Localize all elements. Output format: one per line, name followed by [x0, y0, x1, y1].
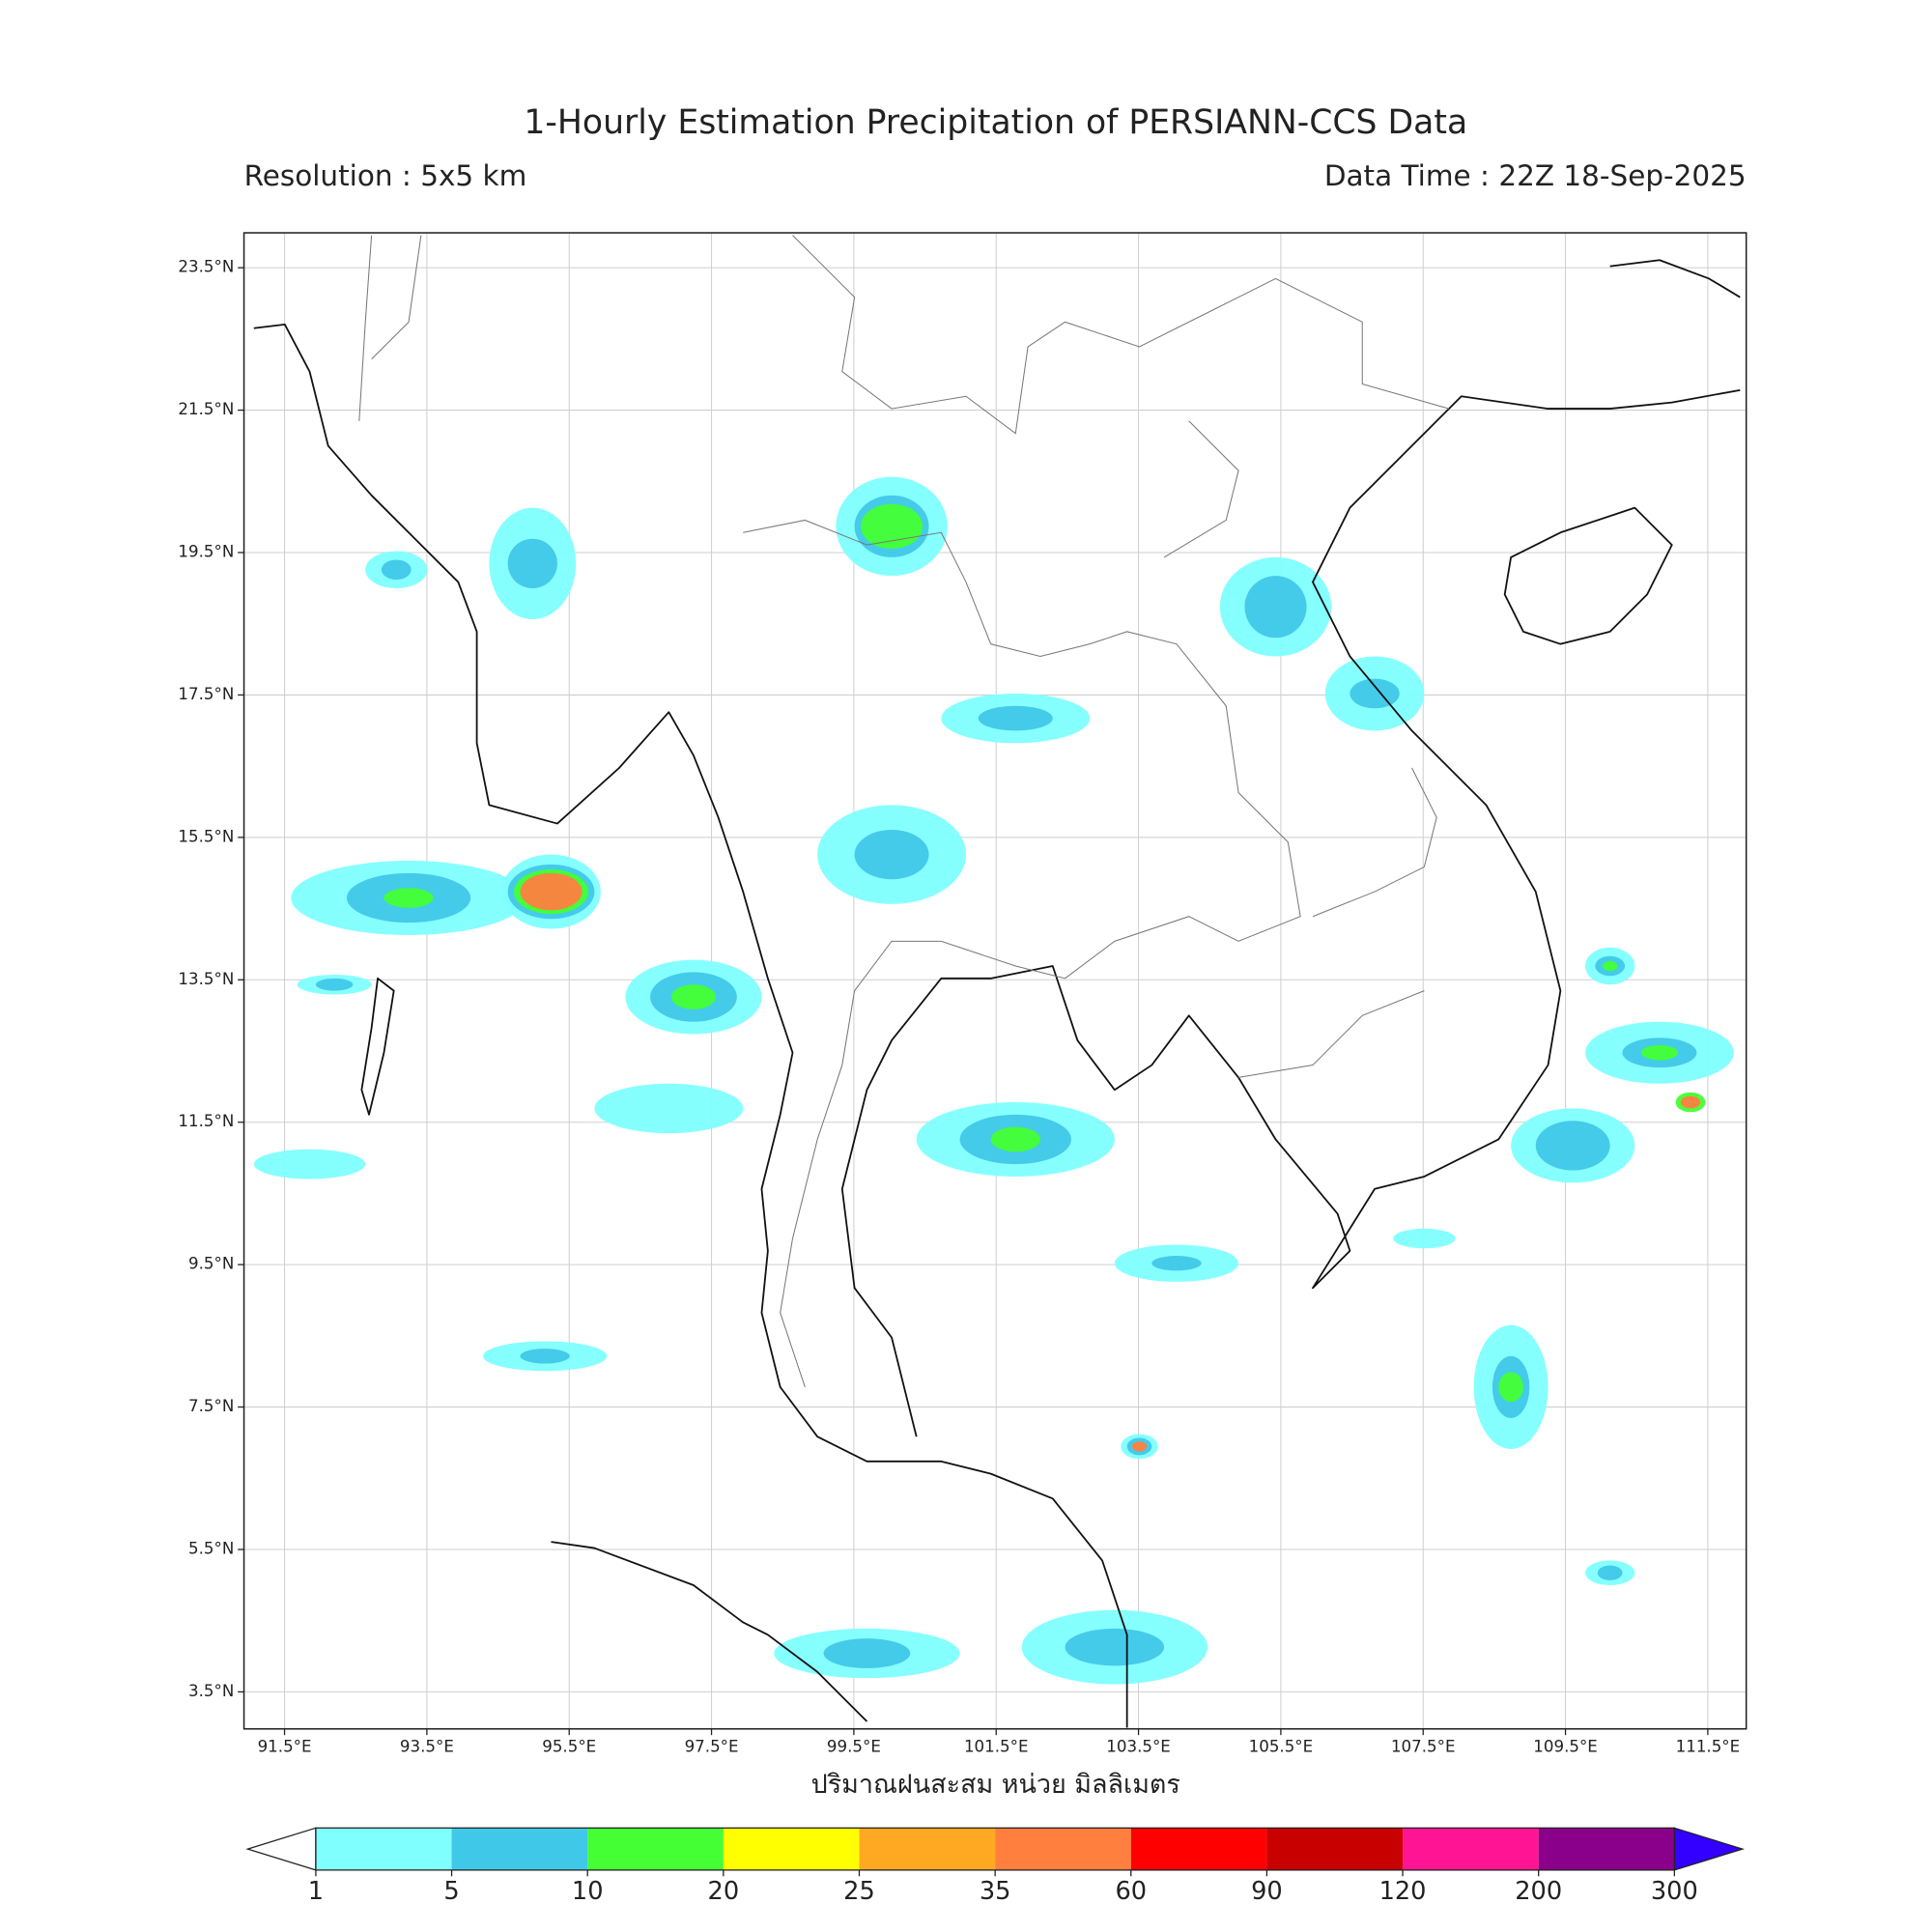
coastline [551, 1541, 868, 1722]
rain-cell [1151, 1256, 1202, 1271]
colorbar-under [245, 1827, 317, 1871]
x-tick-label: 95.5°E [542, 1737, 596, 1755]
axes: 91.5°E 93.5°E 95.5°E 97.5°E 99.5°E 101.5°E 103… [178, 258, 1740, 1756]
x-tick-label: 93.5°E [400, 1737, 454, 1755]
rain-cell [978, 705, 1053, 731]
colorbar-tick-label: 20 [708, 1877, 740, 1906]
colorbar-tick-label: 1 [308, 1877, 324, 1906]
rain-cell [1680, 1095, 1701, 1109]
coastline [360, 977, 395, 1116]
border [358, 235, 1450, 1078]
coastline [253, 324, 1128, 1728]
colorbar-segment [587, 1828, 724, 1870]
rain-cell [1393, 1228, 1456, 1249]
rain-cell [1244, 576, 1307, 639]
rain-cell [520, 1349, 570, 1364]
rain-cell [823, 1638, 911, 1668]
data-time: Data Time : 22Z 18-Sep-2025 [1324, 159, 1747, 192]
colorbar-tick-label: 120 [1379, 1877, 1427, 1906]
colorbar-segment [1538, 1828, 1675, 1870]
title: 1-Hourly Estimation Precipitation of PER… [524, 103, 1467, 142]
colorbar-segment [451, 1828, 588, 1870]
rain-cell [1131, 1441, 1148, 1452]
coastlines [253, 259, 1741, 1728]
y-tick-label: 3.5°N [188, 1682, 234, 1700]
colorbar-tick-label: 300 [1651, 1877, 1698, 1906]
y-tick-label: 19.5°N [178, 542, 234, 560]
map-frame [242, 232, 1747, 1730]
y-tick-label: 9.5°N [188, 1255, 234, 1273]
x-tick-label: 111.5°E [1676, 1737, 1741, 1755]
y-tick-label: 11.5°N [178, 1112, 234, 1130]
y-tick-label: 17.5°N [178, 685, 234, 703]
y-tick-label: 7.5°N [188, 1397, 234, 1415]
x-tick-label: 91.5°E [258, 1737, 312, 1755]
precipitation [253, 476, 1734, 1685]
rain-cell [1602, 960, 1618, 972]
border [743, 519, 1301, 1388]
x-tick-label: 109.5°E [1533, 1737, 1598, 1755]
colorbar-segment [995, 1828, 1131, 1870]
colorbar-tick-label: 90 [1251, 1877, 1283, 1906]
colorbar-tick-label: 5 [443, 1877, 459, 1906]
rain-cell [1350, 678, 1400, 709]
rain-cell [854, 829, 929, 880]
colorbar-label: ปริมาณฝนสะสม หน่วย มิลลิเมตร [811, 1770, 1180, 1800]
colorbar-over [1673, 1827, 1746, 1871]
y-tick-label: 5.5°N [188, 1539, 234, 1557]
x-tick-label: 97.5°E [685, 1737, 739, 1755]
rain-cell [861, 503, 923, 549]
rain-cell [384, 888, 434, 908]
rain-cell [520, 872, 582, 911]
y-tick-label: 13.5°N [178, 970, 234, 988]
colorbar-tick-label: 10 [572, 1877, 604, 1906]
x-tick-label: 107.5°E [1391, 1737, 1456, 1755]
colorbar-segment [315, 1828, 452, 1870]
coastline [1503, 506, 1673, 645]
rain-cell [594, 1083, 744, 1134]
colorbar-tick-label: 25 [843, 1877, 875, 1906]
resolution: Resolution : 5x5 km [244, 159, 527, 192]
x-tick-label: 99.5°E [827, 1737, 881, 1755]
rain-cell [507, 538, 557, 588]
rain-cell [381, 559, 412, 580]
rain-cell [1065, 1628, 1165, 1666]
colorbar: 1 5 10 20 25 35 60 90 120 200 300 [245, 1827, 1746, 1906]
colorbar-segment [1403, 1828, 1539, 1870]
rain-cell [1640, 1045, 1679, 1061]
rain-cell [1535, 1121, 1610, 1171]
grid [243, 233, 1747, 1729]
colorbar-segment [1130, 1828, 1267, 1870]
y-tick-label: 23.5°N [178, 258, 234, 276]
borders [358, 235, 1450, 1388]
rain-cell [315, 978, 354, 991]
x-tick-label: 105.5°E [1249, 1737, 1314, 1755]
rain-cell [1498, 1372, 1523, 1403]
rain-cell [990, 1126, 1040, 1152]
y-tick-label: 15.5°N [178, 827, 234, 845]
coastline [840, 388, 1741, 1437]
rain-cell [253, 1149, 366, 1179]
coastline [1609, 259, 1741, 298]
x-tick-label: 101.5°E [964, 1737, 1029, 1755]
colorbar-tick-label: 60 [1115, 1877, 1147, 1906]
colorbar-segment [859, 1828, 996, 1870]
rain-cell [670, 984, 717, 1009]
colorbar-segment [723, 1828, 860, 1870]
rain-cell [1597, 1565, 1623, 1580]
y-tick-label: 21.5°N [178, 400, 234, 418]
colorbar-tick-label: 35 [980, 1877, 1011, 1906]
x-tick-label: 103.5°E [1106, 1737, 1171, 1755]
colorbar-tick-label: 200 [1515, 1877, 1562, 1906]
colorbar-segment [1266, 1828, 1404, 1870]
